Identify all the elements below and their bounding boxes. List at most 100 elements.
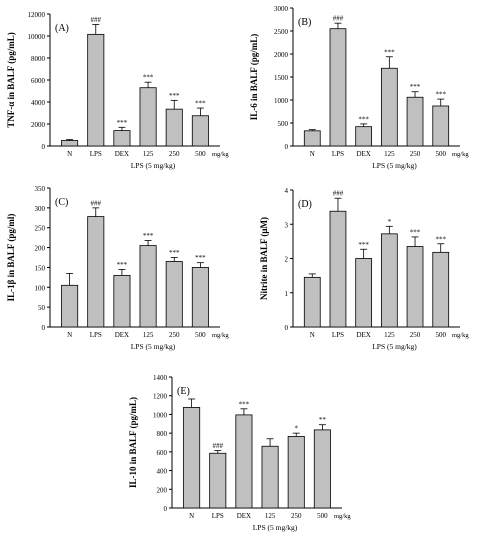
y-tick-label: 1000 [274, 97, 289, 105]
significance-label: *** [239, 400, 250, 408]
bar [139, 87, 157, 147]
bar [209, 452, 227, 509]
x-tick-label: 250 [169, 150, 180, 158]
y-axis-title: TNF-α in BALF (pg/mL) [6, 32, 16, 127]
bar [183, 407, 201, 509]
x-tick-label: N [67, 150, 72, 158]
y-axis-title: IL-1β in BALF (pg/ml) [6, 214, 16, 302]
significance-label: *** [410, 83, 421, 91]
y-tick-label: 4000 [31, 99, 46, 107]
x-axis-title: LPS (5 mg/kg) [131, 342, 176, 351]
x-tick-label: LPS [212, 512, 224, 520]
significance-label: *** [435, 91, 446, 99]
significance-label: *** [410, 228, 421, 236]
x-tick-label: DEX [237, 512, 251, 520]
bar [406, 246, 424, 328]
x-axis-title: LPS (5 mg/kg) [253, 523, 298, 532]
y-tick-label: 50 [38, 304, 46, 312]
x-tick-label: DEX [356, 331, 370, 339]
y-axis-title: IL-6 in BALF (pg/mL) [249, 34, 259, 120]
y-tick-label: 1200 [153, 393, 168, 401]
y-tick-label: 200 [157, 486, 168, 494]
significance-label: *** [143, 74, 154, 82]
y-tick-label: 0 [42, 324, 46, 332]
x-tick-label: 250 [410, 150, 421, 158]
x-tick-label: 125 [384, 150, 395, 158]
y-tick-label: 500 [278, 120, 289, 128]
x-tick-label: 500 [195, 150, 206, 158]
y-tick-label: 0 [164, 505, 168, 513]
chart-panel-3: 0 50 100 150 200 250 300 350 N ### LPS *** DEX *** 125… [6, 185, 229, 351]
bar [287, 436, 305, 509]
bar [235, 414, 253, 509]
significance-label: *** [117, 119, 128, 127]
bar [355, 258, 373, 328]
y-tick-label: 1500 [274, 74, 289, 82]
bar [380, 233, 398, 328]
y-tick-label: 0 [285, 143, 289, 151]
x-tick-label: N [189, 512, 194, 520]
bar [165, 261, 183, 328]
significance-label: ### [91, 199, 102, 207]
x-tick-label: 500 [435, 150, 446, 158]
chart-panel-4: 0 1 2 3 4 N ### LPS *** DEX * 125 *** 250 *** 500 mg/kg L… [259, 187, 469, 351]
x-unit-label: mg/kg [452, 151, 469, 158]
x-axis-title: LPS (5 mg/kg) [372, 161, 417, 170]
bar [61, 284, 79, 328]
significance-label: *** [195, 100, 206, 108]
y-tick-label: 150 [35, 264, 46, 272]
bar [165, 108, 183, 147]
bar [329, 210, 347, 328]
significance-label: ### [91, 16, 102, 24]
x-tick-label: 500 [317, 512, 328, 520]
significance-label: ** [319, 416, 327, 424]
significance-label: *** [435, 235, 446, 243]
y-tick-label: 100 [35, 284, 46, 292]
bar [139, 245, 157, 328]
x-tick-label: DEX [356, 150, 370, 158]
x-tick-label: N [67, 331, 72, 339]
y-tick-label: 10000 [28, 33, 46, 41]
bar [87, 33, 105, 147]
y-tick-label: 1000 [153, 411, 168, 419]
y-tick-label: 6000 [31, 77, 46, 85]
x-unit-label: mg/kg [212, 332, 229, 339]
y-tick-label: 2000 [274, 51, 289, 59]
y-tick-label: 2500 [274, 28, 289, 36]
y-axis-title: Nitrite in BALF (μM) [259, 217, 269, 300]
bar [87, 216, 105, 328]
panel-label: (E) [177, 386, 190, 397]
chart-panel-1: 0 2000 4000 6000 8000 10000 12000 N ### LPS *** DEX… [6, 11, 229, 170]
y-tick-label: 3000 [274, 5, 289, 13]
x-unit-label: mg/kg [334, 513, 351, 520]
y-tick-label: 2000 [31, 121, 46, 129]
x-tick-label: 125 [384, 331, 395, 339]
bar [61, 140, 79, 147]
y-tick-label: 8000 [31, 55, 46, 63]
x-tick-label: N [310, 150, 315, 158]
bar [191, 267, 209, 328]
x-axis-title: LPS (5 mg/kg) [372, 342, 417, 351]
y-tick-label: 2 [285, 256, 289, 264]
bar [113, 274, 131, 328]
bar [432, 251, 450, 328]
y-tick-label: 800 [157, 430, 168, 438]
y-tick-label: 400 [157, 468, 168, 476]
bar [406, 96, 424, 147]
x-tick-label: LPS [332, 331, 344, 339]
bar [191, 115, 209, 147]
significance-label: *** [169, 92, 180, 100]
bar [261, 445, 279, 509]
bar [313, 429, 331, 509]
x-tick-label: 250 [169, 331, 180, 339]
bar [303, 276, 321, 328]
y-axis-title: IL-10 in BALF (pg/mL) [128, 397, 138, 488]
y-tick-label: 0 [42, 143, 46, 151]
x-tick-label: LPS [90, 150, 102, 158]
y-tick-label: 3 [285, 221, 289, 229]
significance-label: *** [143, 232, 154, 240]
panel-label: (B) [298, 17, 311, 28]
x-tick-label: 125 [143, 331, 154, 339]
